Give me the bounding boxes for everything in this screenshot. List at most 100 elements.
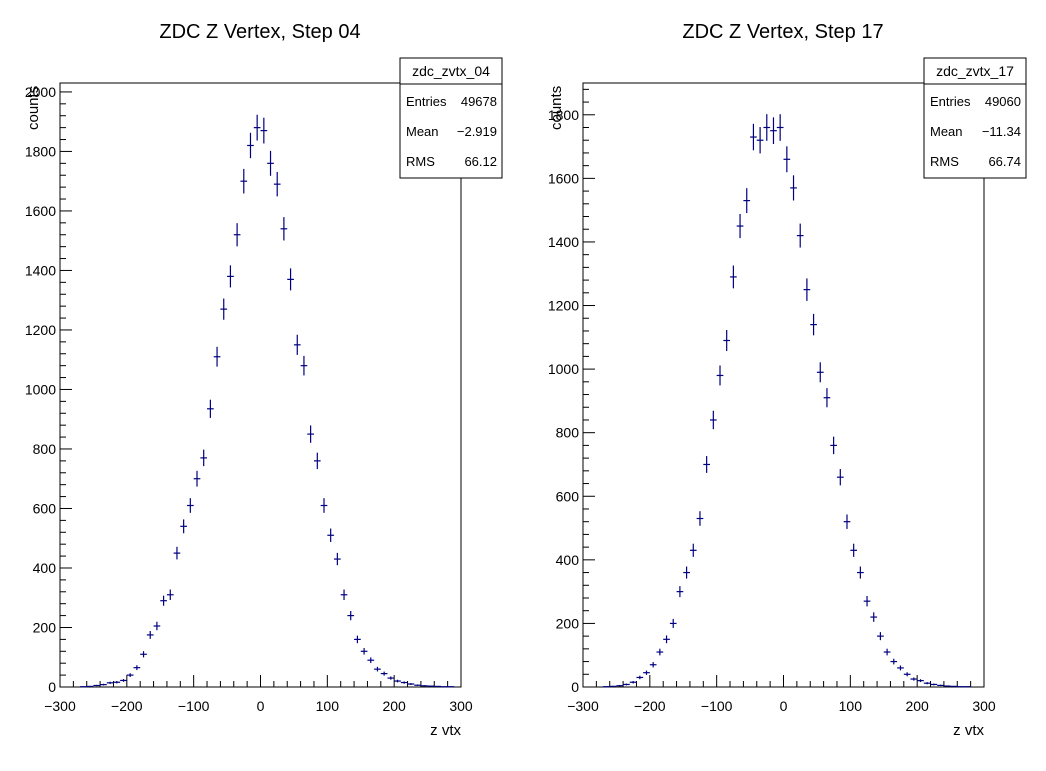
data-point	[120, 679, 127, 682]
data-point	[320, 498, 328, 513]
data-point	[153, 621, 161, 631]
data-point	[267, 150, 274, 176]
data-point	[313, 452, 321, 470]
data-point	[883, 648, 891, 656]
data-point	[756, 127, 764, 154]
data-point	[656, 648, 664, 656]
data-point	[213, 346, 221, 367]
y-tick-label: 1800	[25, 143, 56, 159]
data-point	[160, 595, 167, 606]
data-point	[616, 685, 624, 687]
data-point	[400, 681, 408, 684]
data-point	[260, 117, 268, 144]
data-point	[253, 114, 261, 141]
data-point	[609, 685, 617, 687]
x-tick-label: 100	[839, 698, 863, 714]
x-tick-label: 100	[316, 698, 340, 714]
y-tick-label: 1600	[25, 203, 56, 219]
data-point	[957, 686, 964, 688]
y-tick-label: 1800	[548, 107, 579, 123]
data-point	[763, 114, 771, 141]
x-tick-label: 200	[382, 698, 406, 714]
data-point	[830, 436, 837, 455]
data-point	[930, 683, 938, 686]
stats-mean-label: Mean	[406, 124, 439, 139]
data-point	[334, 552, 341, 566]
data-point	[407, 683, 415, 685]
data-point	[783, 146, 791, 173]
x-axis-label: z vtx	[953, 722, 984, 739]
y-tick-label: 800	[556, 425, 580, 441]
data-point	[823, 388, 831, 408]
stats-box-name: zdc_zvtx_17	[936, 63, 1014, 79]
data-point	[307, 425, 314, 443]
data-point	[240, 168, 248, 194]
data-point	[723, 329, 731, 351]
y-tick-labels: 0 200 400 600 800 1000 1200 1400 1600 1800	[548, 88, 595, 695]
x-tick-label: 300	[449, 698, 473, 714]
data-point	[623, 683, 630, 686]
data-point	[100, 683, 107, 686]
data-point	[776, 114, 784, 141]
data-point	[173, 546, 181, 560]
y-tick-label: 1200	[548, 298, 579, 314]
x-tick-label: 0	[257, 698, 265, 714]
data-point	[93, 684, 101, 687]
y-tick-label: 400	[33, 560, 57, 576]
data-point	[877, 632, 884, 641]
data-point	[796, 223, 804, 248]
data-point	[910, 677, 918, 681]
data-point	[790, 175, 797, 201]
y-tick-label: 1600	[548, 170, 579, 186]
data-point	[836, 469, 844, 486]
data-point	[863, 595, 871, 607]
data-point	[663, 635, 670, 644]
data-point	[683, 566, 690, 579]
y-tick-label: 400	[556, 552, 580, 568]
data-point	[207, 399, 214, 418]
y-tick-label: 1200	[25, 322, 56, 338]
x-tick-label: −100	[178, 698, 210, 714]
stats-mean-value: −2.919	[457, 124, 497, 139]
data-point	[750, 123, 757, 151]
data-point	[186, 498, 194, 513]
data-point	[730, 265, 737, 289]
data-point	[113, 681, 121, 684]
data-point	[843, 514, 851, 529]
y-axis-label: counts	[25, 86, 42, 130]
y-tick-labels: 0 200 400 600 800 1000 1200 1400 1600 1800 2000	[25, 84, 72, 695]
y-tick-label: 0	[571, 679, 579, 695]
data-point	[354, 635, 361, 644]
stats-box: zdc_zvtx_04 Entries 49678 Mean −2.919 RM…	[399, 57, 503, 179]
data-point	[347, 610, 355, 621]
data-point	[414, 684, 421, 686]
data-point	[80, 686, 87, 688]
data-point	[287, 268, 294, 291]
data-point	[943, 685, 951, 687]
stats-entries-label: Entries	[930, 94, 971, 109]
stats-rms-label: RMS	[930, 154, 959, 169]
data-point	[394, 679, 401, 683]
stats-box-name: zdc_zvtx_04	[412, 63, 490, 79]
data-point	[427, 685, 435, 687]
data-point	[643, 670, 650, 675]
data-point	[106, 681, 114, 684]
data-point	[963, 686, 971, 688]
y-tick-label: 2000	[25, 84, 56, 100]
x-tick-label: 300	[972, 698, 996, 714]
data-point	[636, 675, 644, 680]
y-tick-label: 0	[48, 679, 56, 695]
x-tick-label: −300	[567, 698, 599, 714]
x-tick-label: −200	[111, 698, 143, 714]
x-tick-label: 200	[905, 698, 929, 714]
data-point	[816, 362, 824, 383]
y-tick-label: 1400	[548, 234, 579, 250]
data-point	[676, 586, 684, 598]
stats-entries-value: 49678	[461, 94, 497, 109]
x-tick-labels: −300 −200 −100 0 100 200 300	[567, 675, 996, 714]
data-point	[146, 630, 154, 639]
data-point	[367, 657, 375, 664]
chart-title: ZDC Z Vertex, Step 17	[682, 21, 883, 43]
data-point	[810, 313, 817, 336]
